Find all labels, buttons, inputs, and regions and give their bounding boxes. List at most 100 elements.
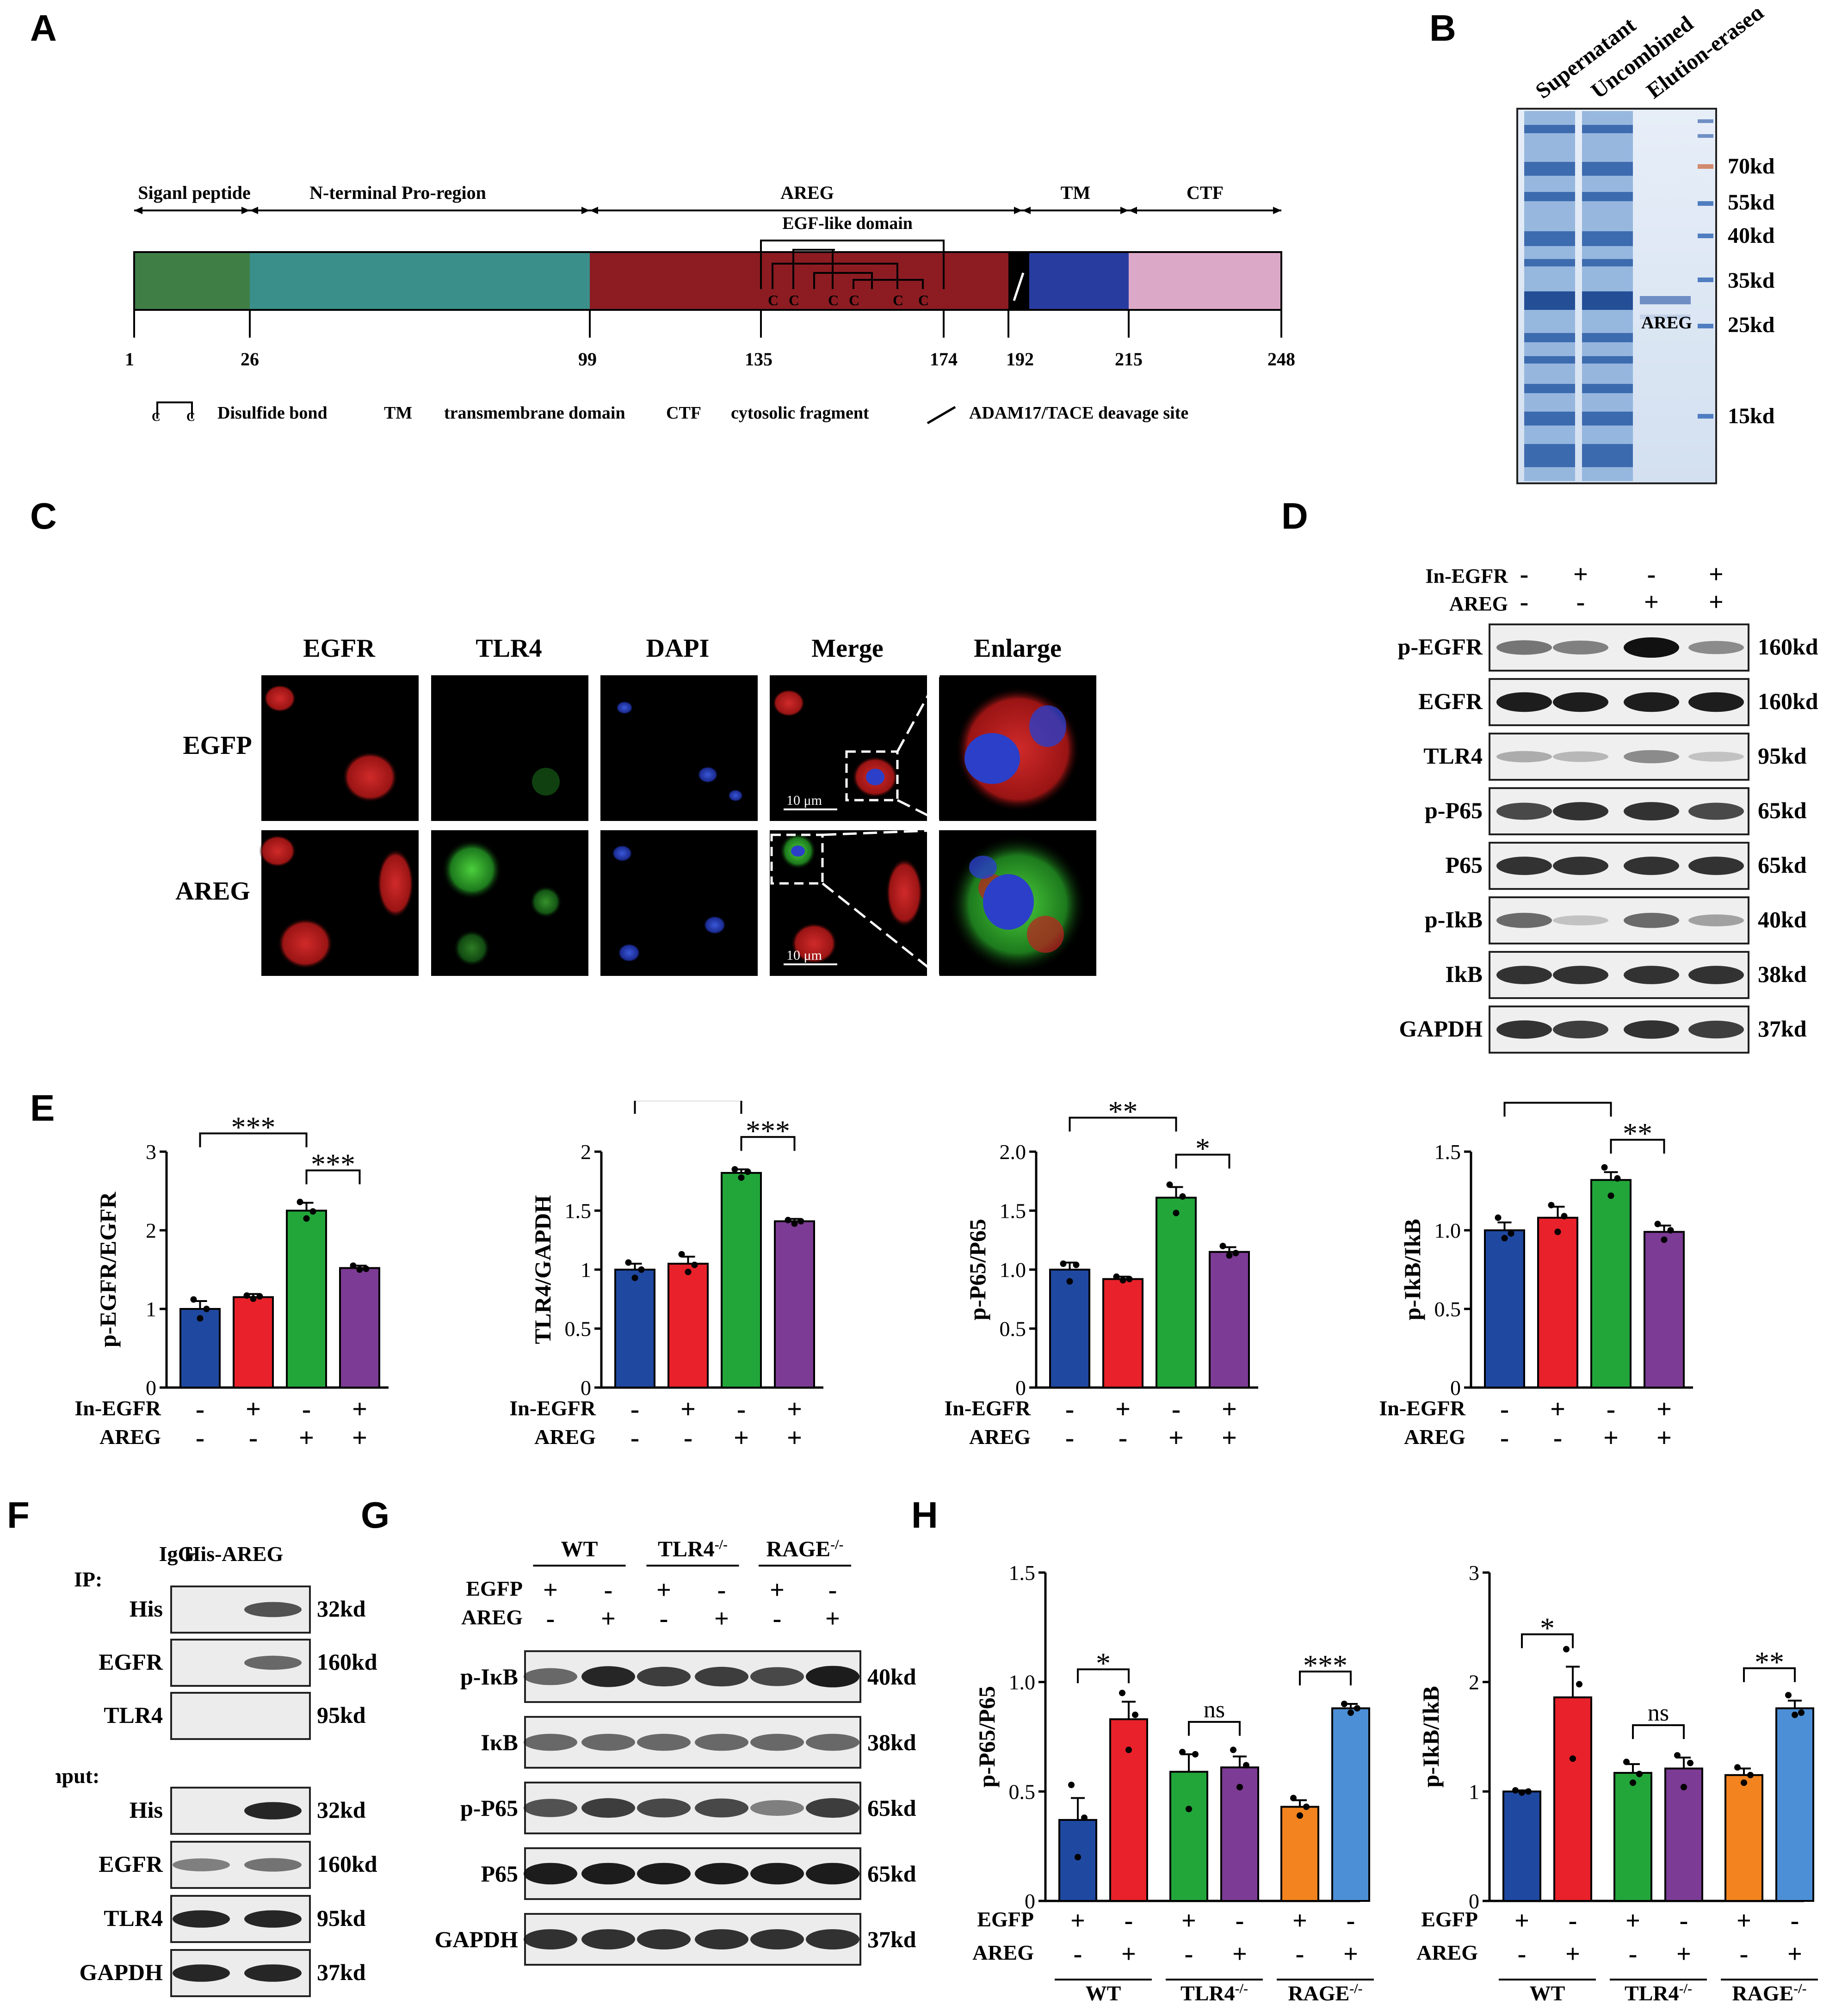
e-cond-sign: - xyxy=(1065,1423,1074,1453)
pos-248: 248 xyxy=(1267,349,1295,370)
h-cond-sign: - xyxy=(1518,1940,1527,1968)
data-point xyxy=(1576,1681,1582,1688)
data-point xyxy=(1232,1250,1239,1257)
h-cond-sign: - xyxy=(1125,1906,1133,1935)
chart-e-3: 00.51.01.5p-IkB/IkB***In-EGFR-+-+AREG--+… xyxy=(1379,1101,1693,1453)
data-point xyxy=(797,1218,804,1225)
pos-174: 174 xyxy=(930,349,958,370)
y-tick-label: 2 xyxy=(581,1140,591,1164)
f-blot-ip-2: TLR4 95kd xyxy=(104,1692,366,1740)
g-blot-2: p-P65 65kd xyxy=(460,1782,916,1834)
e-cond-sign: - xyxy=(1553,1423,1562,1453)
data-point xyxy=(1661,1236,1668,1243)
pos-215: 215 xyxy=(1115,349,1143,370)
chart-e-1: 00.511.52TLR4/GAPDH******In-EGFR-+-+AREG… xyxy=(509,1101,823,1453)
d-band xyxy=(1553,915,1608,925)
if-col-dapi: DAPI xyxy=(646,634,710,663)
legend-c-1: C xyxy=(152,410,161,424)
sig-label: ** xyxy=(1623,1117,1652,1150)
gel-band-label: AREG xyxy=(1641,313,1692,333)
g-cond-sign: - xyxy=(773,1604,782,1633)
d-blot-size: 160kd xyxy=(1758,688,1818,714)
data-point xyxy=(1561,1213,1568,1220)
h-cond-label: AREG xyxy=(972,1941,1034,1964)
region-tm-label: TM xyxy=(1061,182,1090,203)
data-point xyxy=(1075,1854,1081,1861)
data-point xyxy=(1601,1164,1608,1171)
data-point xyxy=(1554,1228,1561,1235)
g-band xyxy=(695,1666,748,1687)
e-cond-sign: + xyxy=(1656,1423,1672,1453)
region-signal-label: Siganl peptide xyxy=(138,182,250,203)
data-point xyxy=(356,1266,363,1273)
bar xyxy=(1664,1767,1703,1902)
d-band xyxy=(1688,1020,1744,1039)
d-band xyxy=(1496,802,1552,820)
h-group-label: RAGE-/- xyxy=(1732,1981,1806,2003)
d-blot-3: p-P65 65kd xyxy=(1425,787,1807,835)
if-col-merge: Merge xyxy=(811,634,883,663)
data-point xyxy=(1179,1749,1186,1756)
g-cond-sign: - xyxy=(717,1576,726,1604)
sig-label: ** xyxy=(1108,1101,1138,1128)
region-ctf-label: CTF xyxy=(1187,182,1224,203)
pos-135: 135 xyxy=(745,349,773,370)
h-cond-sign: - xyxy=(1296,1940,1304,1968)
h-cond-sign: + xyxy=(1181,1906,1196,1935)
d-band xyxy=(1624,966,1679,984)
y-tick-label: 1.0 xyxy=(1000,1258,1026,1282)
data-point xyxy=(1798,1709,1805,1716)
h-group-label: WT xyxy=(1530,1981,1565,2003)
g-blot-label: P65 xyxy=(481,1861,518,1887)
h-cond-sign: - xyxy=(1791,1906,1799,1935)
cys-5: C xyxy=(893,292,903,308)
y-axis-label: p-IkB/IkB xyxy=(1418,1686,1444,1788)
g-band xyxy=(750,1863,804,1885)
data-point xyxy=(631,1274,638,1281)
f-blot-size: 95kd xyxy=(317,1905,366,1931)
d-sign-r2-1: - xyxy=(1520,588,1529,617)
g-blot-label: IκB xyxy=(481,1729,518,1755)
e-cond-sign: + xyxy=(680,1394,696,1424)
legend-disulfide: Disulfide bond xyxy=(217,403,328,423)
if-col-tlr4: TLR4 xyxy=(476,634,542,663)
h-cond-sign: + xyxy=(1787,1940,1802,1968)
e-cond-label: AREG xyxy=(969,1425,1031,1449)
data-point xyxy=(738,1174,745,1181)
g-band xyxy=(581,1666,635,1687)
scale-bar-2: 10 μm xyxy=(786,948,822,963)
y-tick-label: 0 xyxy=(1450,1376,1461,1400)
f-blot-input-2: TLR4 95kd xyxy=(104,1895,366,1943)
d-blot-2: TLR4 95kd xyxy=(1423,733,1807,781)
d-band xyxy=(1688,914,1744,926)
g-band xyxy=(750,1800,804,1816)
e-cond-sign: + xyxy=(1115,1394,1131,1424)
sig-label: * xyxy=(1551,1101,1565,1113)
d-sign-r1-3: - xyxy=(1647,560,1656,589)
data-point xyxy=(1623,1758,1630,1765)
bar xyxy=(1209,1251,1250,1388)
region-areg-label: AREG xyxy=(780,182,834,203)
data-point xyxy=(1243,1762,1249,1769)
g-cond-sign: + xyxy=(825,1604,840,1633)
g-cond-sign: + xyxy=(714,1604,729,1633)
bar xyxy=(1724,1774,1763,1902)
d-band xyxy=(1624,750,1679,764)
g-band xyxy=(581,1863,635,1885)
g-band xyxy=(581,1798,635,1818)
g-band xyxy=(695,1734,748,1751)
g-band xyxy=(524,1929,577,1949)
sig-label: * xyxy=(1540,1612,1555,1645)
data-point xyxy=(1548,1202,1555,1209)
y-tick-label: 1.5 xyxy=(565,1199,592,1223)
g-cond-label: EGFP xyxy=(466,1577,523,1600)
e-cond-sign: - xyxy=(1500,1394,1509,1424)
y-tick-label: 1.5 xyxy=(1009,1561,1036,1585)
d-band xyxy=(1624,1020,1679,1039)
g-group-label: RAGE-/- xyxy=(766,1537,843,1562)
data-point xyxy=(1734,1764,1741,1771)
d-blot-size: 65kd xyxy=(1758,797,1807,823)
panel-a-domain-schematic: Siganl peptide N-terminal Pro-region ARE… xyxy=(125,182,1295,425)
g-blot-size: 40kd xyxy=(867,1664,916,1690)
sig-label: *** xyxy=(1303,1649,1347,1682)
